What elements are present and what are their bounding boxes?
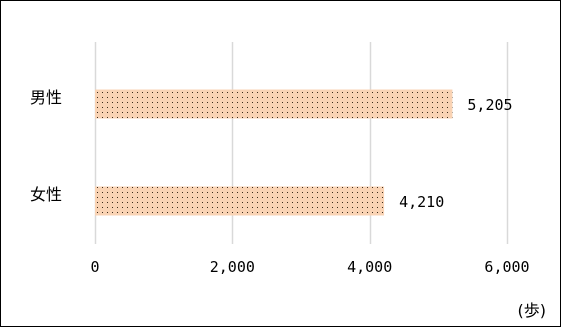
bar-male bbox=[95, 89, 453, 119]
unit-label: (歩) bbox=[518, 301, 547, 320]
category-label-male: 男性 bbox=[30, 88, 62, 107]
bars bbox=[95, 89, 453, 216]
x-tick-label: 6,000 bbox=[484, 258, 529, 276]
bar-female bbox=[95, 186, 385, 216]
value-label-female: 4,210 bbox=[399, 193, 444, 211]
value-label-male: 5,205 bbox=[467, 96, 512, 114]
labels: 0 2,000 4,000 6,000 男性 5,205 女性 4,210 (歩) bbox=[30, 88, 546, 320]
category-label-female: 女性 bbox=[30, 185, 62, 204]
x-tick-label: 0 bbox=[90, 258, 99, 276]
x-tick-label: 2,000 bbox=[210, 258, 255, 276]
x-tick-label: 4,000 bbox=[347, 258, 392, 276]
